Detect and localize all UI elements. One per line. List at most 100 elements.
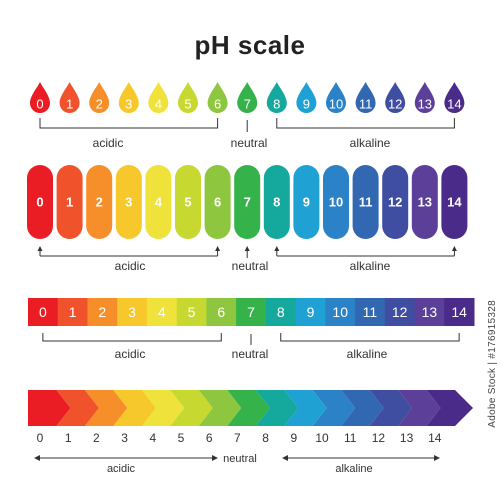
ph-arrow-segment (426, 390, 473, 426)
ph-pill-value: 11 (359, 195, 373, 210)
ph-strip-value: 12 (392, 304, 408, 320)
ph-drop (118, 82, 139, 113)
acidic-double-arrow-head-right (212, 455, 218, 461)
ph-arrow-value: 9 (290, 431, 297, 445)
ph-drop-value: 3 (125, 97, 132, 112)
ph-pill (323, 165, 349, 239)
ph-strip-value: 4 (158, 304, 166, 320)
ph-strip-cell (355, 298, 386, 326)
ph-drop-value: 1 (66, 97, 73, 112)
ph-pill-value: 5 (184, 195, 191, 210)
ph-arrow-segment (141, 390, 185, 426)
ph-drop-value: 7 (244, 97, 251, 112)
ph-arrow-value: 4 (149, 431, 156, 445)
ph-strip-cell (236, 298, 267, 326)
ph-pill-value: 4 (155, 195, 163, 210)
ph-pill-value: 3 (125, 195, 132, 210)
ph-strip-cell (28, 298, 59, 326)
ph-pill (86, 165, 113, 239)
ph-arrow-segment (255, 390, 299, 426)
ph-strip-value: 10 (332, 304, 348, 320)
ph-pill-value: 12 (388, 195, 402, 210)
ph-strip-cell (384, 298, 416, 326)
ph-strip-value: 14 (451, 304, 467, 320)
ph-drop-value: 11 (359, 97, 373, 112)
ph-pill (115, 165, 142, 239)
ph-strip-cell (117, 298, 148, 326)
ph-drop (59, 82, 80, 113)
ph-arrow-value: 7 (234, 431, 241, 445)
ph-drop-value: 9 (303, 97, 310, 112)
ph-strip-value: 9 (307, 304, 315, 320)
ph-arrow-segment (227, 390, 270, 426)
ph-drop (207, 82, 228, 113)
ph-drop (30, 82, 50, 113)
ph-drop (296, 82, 317, 113)
ph-drop (385, 82, 406, 113)
ph-strip-value: 13 (422, 304, 438, 320)
ph-arrow-segment (284, 390, 327, 426)
ph-drop (444, 82, 465, 113)
ph-drop-value: 0 (36, 97, 43, 112)
ph-pill-value: 10 (329, 195, 343, 210)
neutral-label: neutral (232, 259, 269, 273)
ph-drop-value: 10 (329, 97, 343, 112)
alkaline-label: alkaline (347, 347, 388, 361)
ph-drop (89, 82, 110, 113)
acidic-bracket (42, 333, 222, 342)
ph-arrow-value: 13 (400, 431, 414, 445)
ph-pill (293, 165, 320, 239)
alkaline-arrow-left (274, 246, 280, 251)
ph-drop (414, 82, 435, 113)
alkaline-label: alkaline (335, 463, 372, 475)
ph-drop (326, 82, 346, 113)
ph-pill (175, 165, 201, 239)
ph-drop-value: 2 (96, 97, 103, 112)
ph-arrow-segment (369, 390, 413, 426)
ph-arrow-value: 6 (206, 431, 213, 445)
ph-strip-cell (146, 298, 178, 326)
ph-arrow-value: 3 (121, 431, 128, 445)
ph-strip-value: 2 (98, 304, 106, 320)
acidic-double-arrow-head-left (34, 455, 40, 461)
ph-arrow-value: 11 (344, 431, 357, 445)
ph-drop (148, 82, 169, 113)
ph-pill-value: 9 (303, 195, 310, 210)
ph-arrow-value: 5 (178, 431, 185, 445)
neutral-arrow (244, 246, 250, 251)
ph-strip-cell (265, 298, 297, 326)
alkaline-label: alkaline (350, 136, 391, 150)
alkaline-double-arrow-head-left (282, 455, 288, 461)
ph-strip-cell (295, 298, 326, 326)
ph-strip-cell (414, 298, 445, 326)
ph-pill-value: 2 (96, 195, 103, 210)
ph-pill-value: 6 (214, 195, 221, 210)
ph-strip-value: 5 (188, 304, 196, 320)
stock-watermark: Adobe Stock | #176915328 (487, 300, 498, 428)
ph-drop-value: 4 (155, 97, 162, 112)
ph-arrow-value: 1 (65, 431, 72, 445)
ph-drop-value: 14 (447, 97, 461, 112)
ph-arrow-value: 0 (37, 431, 44, 445)
ph-pill (352, 165, 379, 239)
ph-drop-value: 6 (214, 97, 221, 112)
ph-drop-value: 5 (184, 97, 191, 112)
ph-arrow-segment (312, 390, 356, 426)
ph-pill-value: 7 (244, 195, 251, 210)
ph-pill (234, 165, 261, 239)
ph-drop (355, 82, 376, 113)
acidic-bracket (39, 118, 219, 129)
neutral-label: neutral (223, 453, 257, 465)
ph-arrow-segment (341, 390, 384, 426)
ph-strip-value: 3 (128, 304, 136, 320)
ph-arrow-segment (56, 390, 99, 426)
ph-pill (382, 165, 409, 239)
ph-strip-cell (176, 298, 207, 326)
alkaline-bracket (276, 118, 455, 129)
ph-strip-cell (57, 298, 88, 326)
ph-pill (27, 165, 53, 239)
